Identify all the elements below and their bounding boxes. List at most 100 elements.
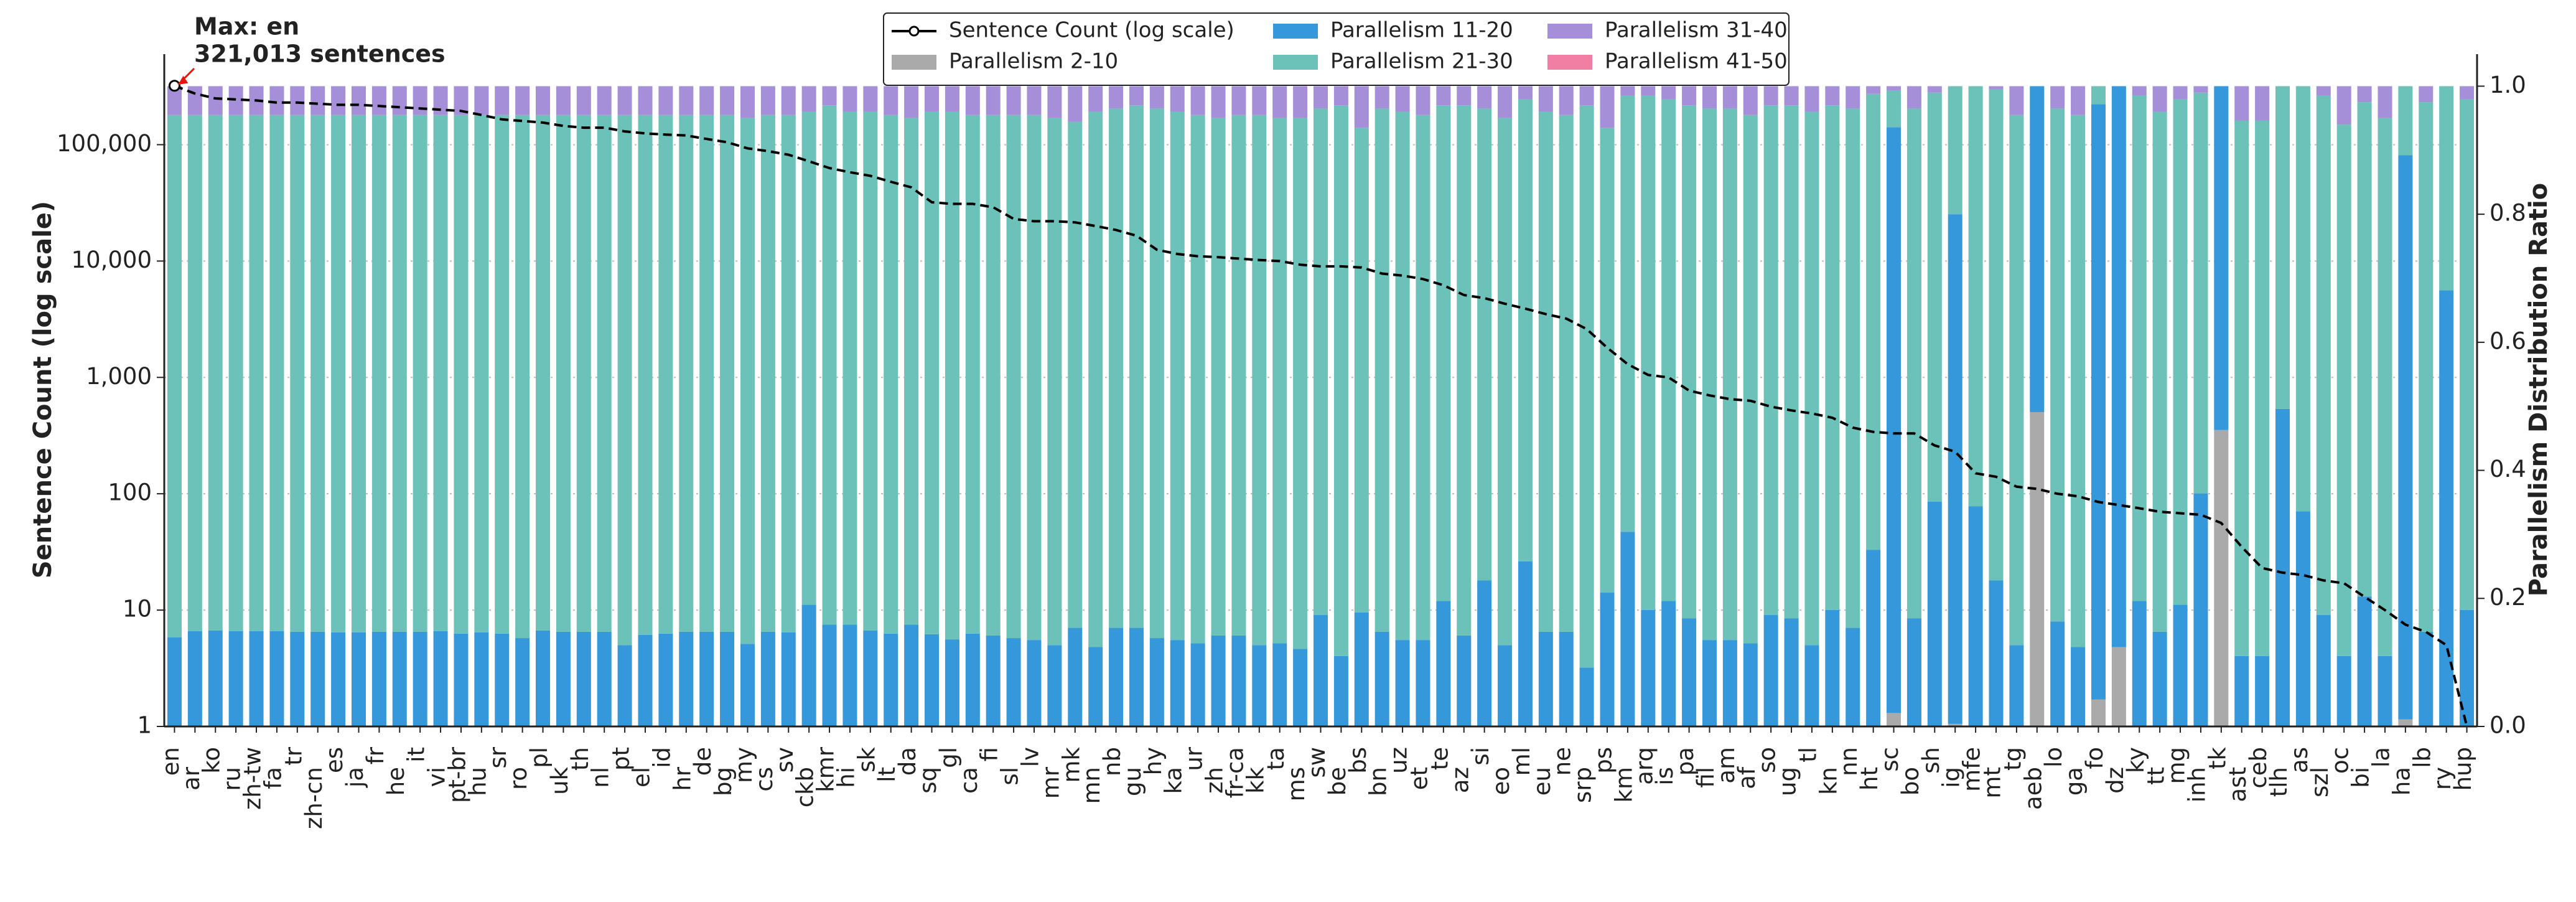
bar-segment — [1354, 128, 1369, 613]
x-tick-label: hi — [833, 767, 859, 788]
x-tick-label: zh — [1202, 767, 1228, 794]
bar-segment — [208, 630, 223, 726]
bar-segment — [842, 111, 857, 625]
bar-segment — [1620, 532, 1635, 726]
legend-handle-marker — [908, 26, 920, 37]
x-tick-label: kmr — [813, 746, 839, 792]
bar-segment — [1293, 649, 1308, 726]
bar-segment — [1068, 86, 1083, 121]
bar-segment — [2132, 95, 2147, 601]
bar-segment — [2111, 647, 2126, 726]
x-tick-label: tr — [280, 746, 307, 766]
bar-segment — [331, 86, 346, 115]
bar-segment — [1579, 667, 1594, 726]
bar-segment — [1109, 108, 1124, 628]
bar-segment — [1272, 643, 1287, 726]
x-tick-label: ug — [1775, 767, 1801, 796]
bar-segment — [842, 86, 857, 112]
bar-segment — [1538, 111, 1553, 632]
bar-segment — [2316, 95, 2331, 616]
bar-segment — [1722, 640, 1737, 726]
x-tick-label: aeb — [2020, 767, 2046, 810]
bar-segment — [269, 115, 284, 631]
bar-segment — [2357, 596, 2372, 726]
bar-segment — [1887, 86, 1902, 91]
bar-segment — [2234, 120, 2249, 656]
bar-segment — [1661, 86, 1676, 99]
x-tick-label: da — [894, 747, 921, 776]
x-tick-label: fr — [362, 746, 389, 764]
y-axis-title: Sentence Count (log scale) — [29, 201, 57, 578]
bar-segment — [1498, 118, 1513, 646]
bar-segment — [331, 115, 346, 632]
bar-segment — [2009, 645, 2024, 726]
x-tick-label: pa — [1672, 747, 1699, 776]
x-tick-label: sq — [915, 767, 941, 794]
x-tick-label: sl — [997, 767, 1024, 786]
bar-segment — [2214, 86, 2229, 430]
bar-segment — [1702, 640, 1717, 726]
legend-label: Sentence Count (log scale) — [949, 18, 1234, 43]
legend-label: Parallelism 2-10 — [949, 49, 1118, 74]
bar-segment — [228, 631, 243, 726]
x-tick-label: el — [628, 767, 655, 787]
bar-segment — [781, 632, 796, 726]
x-tick-label: mn — [1078, 767, 1105, 804]
x-tick-label: my — [730, 747, 757, 783]
x-tick-label: ja — [342, 767, 368, 788]
bar-segment — [617, 115, 632, 646]
y2-tick-label: 0.4 — [2490, 456, 2526, 482]
x-tick-label: bn — [1365, 767, 1392, 796]
bar-segment — [2009, 115, 2024, 646]
x-tick-label: fr-ca — [1221, 747, 1248, 798]
bar-segment — [1374, 631, 1389, 726]
bar-segment — [1333, 105, 1348, 656]
bar-segment — [679, 86, 694, 115]
bar-segment — [1682, 618, 1697, 726]
x-tick-label: ms — [1283, 767, 1310, 801]
x-tick-label: as — [2286, 747, 2313, 773]
y-tick-label: 10 — [123, 596, 152, 622]
bar-segment — [1804, 645, 1819, 726]
bar-segment — [986, 635, 1001, 726]
bar-segment — [1784, 618, 1799, 726]
bar-segment — [1538, 86, 1553, 112]
x-tick-label: fa — [259, 767, 286, 789]
bar-segment — [1354, 612, 1369, 726]
x-tick-label: sw — [1304, 747, 1330, 778]
bar-segment — [1559, 115, 1574, 632]
bar-segment — [597, 631, 612, 726]
x-tick-label: ur — [1181, 746, 1208, 771]
x-tick-label: tlh — [2266, 767, 2292, 797]
bar-segment — [1948, 214, 1962, 724]
bar-segment — [1763, 105, 1778, 616]
bar-segment — [1149, 86, 1164, 109]
x-tick-label: ga — [2061, 767, 2088, 796]
x-tick-label: vi — [424, 767, 450, 787]
bar-segment — [310, 86, 325, 115]
bar-segment — [1190, 643, 1205, 726]
bar-segment — [2050, 108, 2065, 622]
bar-segment — [556, 86, 571, 115]
x-tick-label: sv — [772, 747, 798, 773]
bar-segment — [495, 86, 510, 115]
bar-segment — [433, 115, 448, 631]
x-tick-label: bg — [710, 767, 737, 796]
bar-segment — [1088, 647, 1103, 726]
bar-segment — [1211, 86, 1226, 118]
bar-segment — [371, 631, 386, 726]
bar-segment — [495, 115, 510, 634]
bar-segment — [2357, 102, 2372, 597]
bar-segment — [1825, 105, 1840, 610]
y-tick-label: 1 — [137, 712, 152, 739]
bar-segment — [1989, 580, 2004, 726]
bar-segment — [1927, 501, 1942, 726]
bar-segment — [2009, 86, 2024, 115]
bar-segment — [863, 111, 878, 631]
legend-label: Parallelism 11-20 — [1330, 18, 1513, 43]
bar-segment — [413, 86, 427, 115]
bar-segment — [1027, 640, 1042, 726]
x-tick-label: bs — [1345, 747, 1371, 774]
x-tick-label: cs — [751, 767, 778, 792]
